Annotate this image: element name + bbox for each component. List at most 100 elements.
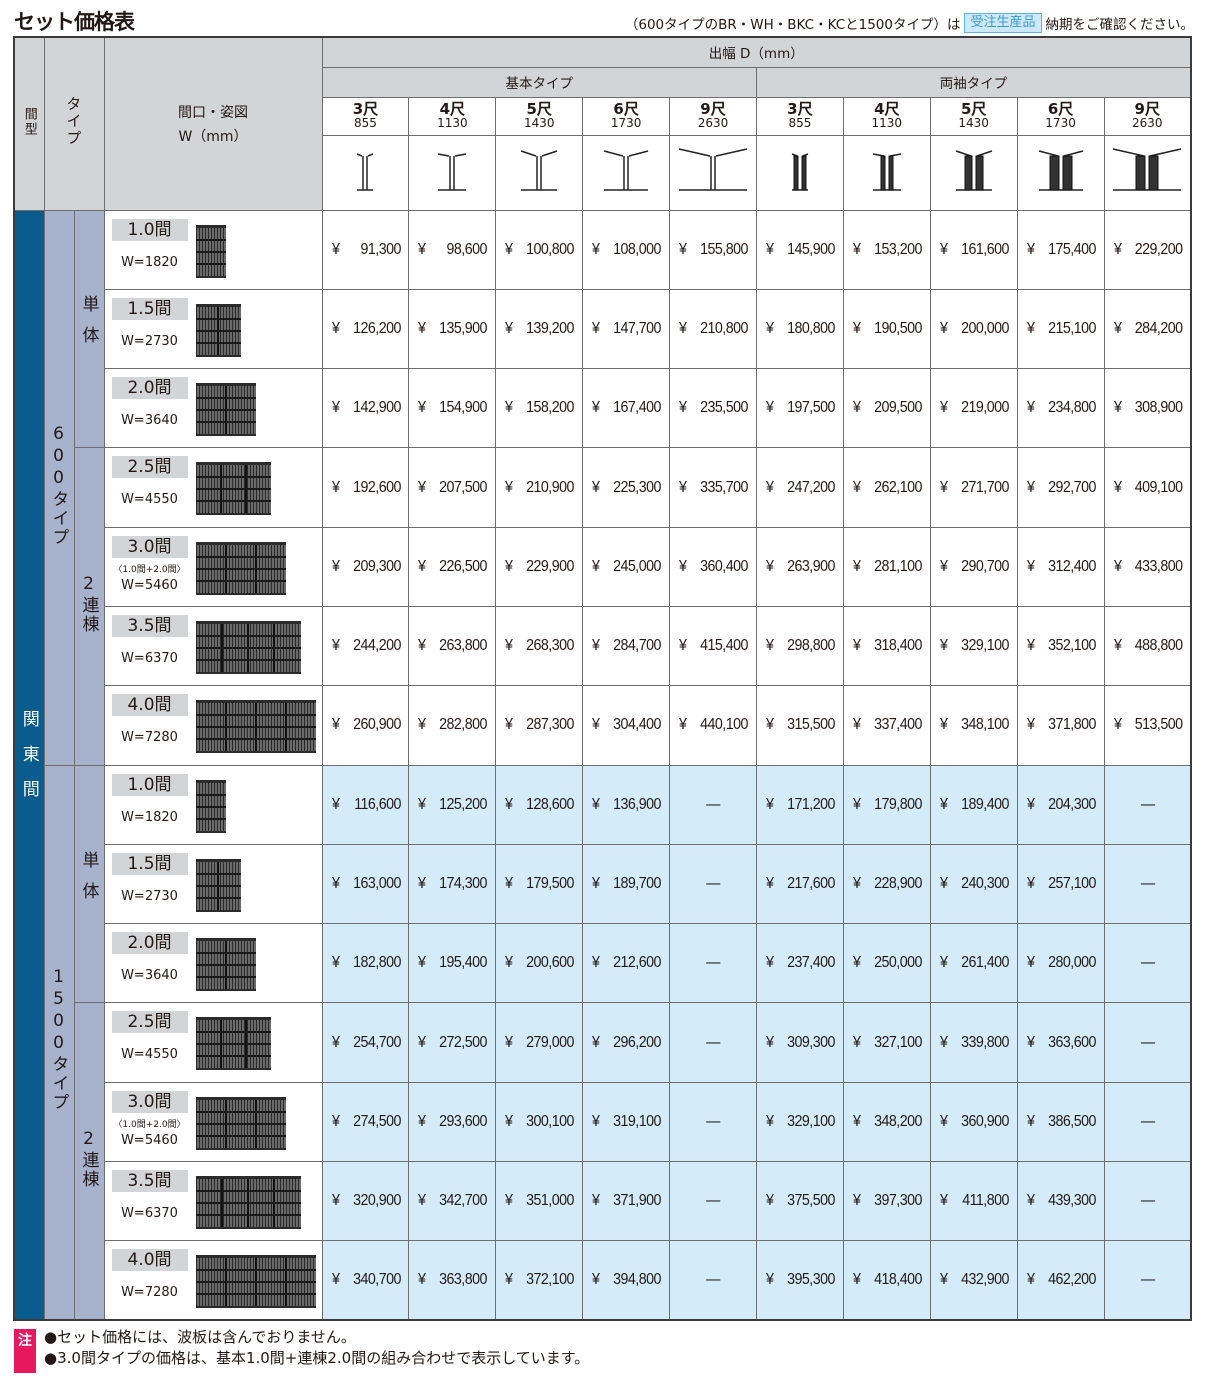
subtype-cell: 2連棟 (73, 1002, 105, 1321)
width-value: W=3640 (121, 968, 178, 984)
price-value: 284,200 (1134, 319, 1182, 337)
ken-label: 4.0間 (111, 694, 188, 717)
fence-elevation-icon (195, 1017, 271, 1071)
currency-symbol: ¥ (765, 1192, 774, 1210)
currency-symbol: ¥ (418, 716, 426, 734)
price: — (1108, 1034, 1187, 1052)
price-cell: — (669, 1081, 757, 1163)
currency-symbol: ¥ (1113, 478, 1121, 496)
price-value: 155,800 (700, 240, 748, 258)
fence-rail (195, 500, 271, 503)
price-value: 237,400 (787, 954, 835, 972)
header-column-7: 4尺 1130 (842, 96, 931, 136)
price-value: 348,200 (874, 1112, 922, 1130)
price-cell: — (1103, 923, 1192, 1004)
price-value: 298,800 (787, 637, 835, 655)
price-value: 363,800 (439, 1271, 488, 1289)
price-cell: ¥234,800 (1016, 368, 1105, 449)
price-value: 171,200 (787, 795, 835, 813)
currency-symbol: ¥ (852, 875, 861, 893)
price-cell: ¥260,900 (321, 685, 410, 766)
header-depth: 出幅 D（mm） (321, 36, 1192, 68)
price-value: 244,200 (352, 637, 401, 655)
table-row: 2.0間 W=3640 ¥182,800 ¥195,400 ¥200,600 ¥212,6… (14, 923, 1192, 1004)
price-cell: ¥352,100 (1016, 605, 1105, 687)
fence-rail (195, 1031, 271, 1034)
price-cell: ¥128,600 (495, 764, 584, 845)
price-cell: ¥217,600 (755, 843, 844, 925)
price-value: 100,800 (526, 240, 575, 258)
header-icon-cell (321, 134, 410, 211)
price-value: 271,700 (960, 478, 1009, 496)
column-shaku: 9尺 (700, 100, 726, 118)
currency-symbol: ¥ (418, 399, 426, 417)
price-value: 212,600 (613, 954, 662, 972)
price-cell: ¥189,400 (929, 764, 1018, 845)
header-icon-cell (929, 134, 1018, 211)
header-text: 間型 (21, 106, 37, 137)
price-cell: — (1103, 1161, 1192, 1242)
price-cell: ¥348,100 (929, 685, 1018, 766)
currency-symbol: ¥ (1026, 875, 1035, 893)
price-value: 245,000 (613, 557, 662, 575)
price-cell: ¥235,500 (669, 368, 757, 449)
price-cell: ¥195,400 (408, 923, 497, 1004)
currency-symbol: ¥ (505, 875, 513, 893)
currency-symbol: ¥ (331, 399, 339, 417)
price-cell: ¥298,800 (755, 605, 844, 687)
type-label: 600タイプ (48, 423, 69, 547)
header-icon-cell (408, 134, 497, 211)
price-value: 182,800 (352, 954, 401, 972)
fence-rail (195, 1214, 301, 1217)
currency-symbol: ¥ (592, 1271, 600, 1289)
width-unit: W（mm） (178, 128, 248, 145)
price-cell: ¥371,800 (1016, 685, 1105, 766)
price-cell: ¥386,500 (1016, 1081, 1105, 1163)
price-value: 274,500 (352, 1112, 401, 1130)
price-cell: ¥284,700 (582, 605, 671, 687)
price-cell: ¥98,600 (408, 209, 497, 290)
subtype-cell: 2連棟 (73, 447, 105, 766)
price-value: 290,700 (960, 557, 1009, 575)
price-value: 174,300 (439, 875, 488, 893)
price-value: 360,900 (960, 1112, 1009, 1130)
currency-symbol: ¥ (592, 1192, 600, 1210)
price-value: 418,400 (874, 1271, 922, 1289)
column-shaku: 9尺 (1134, 100, 1160, 118)
price-cell: — (669, 1002, 757, 1083)
currency-symbol: ¥ (418, 1192, 426, 1210)
currency-symbol: ¥ (418, 954, 426, 972)
currency-symbol: ¥ (1026, 319, 1035, 337)
price-cell: ¥281,100 (842, 526, 931, 607)
price-cell: — (669, 843, 757, 925)
price-value: 189,400 (960, 795, 1009, 813)
price-value: 235,500 (700, 399, 748, 417)
currency-symbol: ¥ (852, 399, 861, 417)
currency-symbol: ¥ (852, 637, 861, 655)
price-cell: ¥212,600 (582, 923, 671, 1004)
column-shaku: 4尺 (439, 100, 466, 118)
fence-rail (195, 793, 226, 796)
header-icon-cell (755, 134, 844, 211)
price-cell: ¥395,300 (755, 1240, 844, 1321)
ken-label: 1.0間 (111, 218, 188, 241)
price-cell: ¥488,800 (1103, 605, 1192, 687)
price-value: 268,300 (526, 637, 575, 655)
price-cell: — (669, 1240, 757, 1321)
fence-rail (195, 658, 301, 661)
price-value: 360,400 (700, 557, 748, 575)
fence-rail (195, 567, 286, 570)
price-value: 292,700 (1047, 478, 1096, 496)
price-unavailable: — (706, 1271, 720, 1289)
currency-symbol: ¥ (1026, 478, 1035, 496)
price-value: 300,100 (526, 1112, 575, 1130)
header-ma-kata: 間型 (13, 36, 45, 211)
price-cell: ¥244,200 (321, 605, 410, 687)
currency-symbol: ¥ (1026, 795, 1035, 813)
currency-symbol: ¥ (852, 795, 861, 813)
price-cell: ¥292,700 (1016, 447, 1105, 528)
currency-symbol: ¥ (939, 1033, 948, 1051)
type-cell: 600タイプ (43, 209, 75, 766)
price-unavailable: — (1140, 1271, 1155, 1289)
currency-symbol: ¥ (331, 637, 339, 655)
